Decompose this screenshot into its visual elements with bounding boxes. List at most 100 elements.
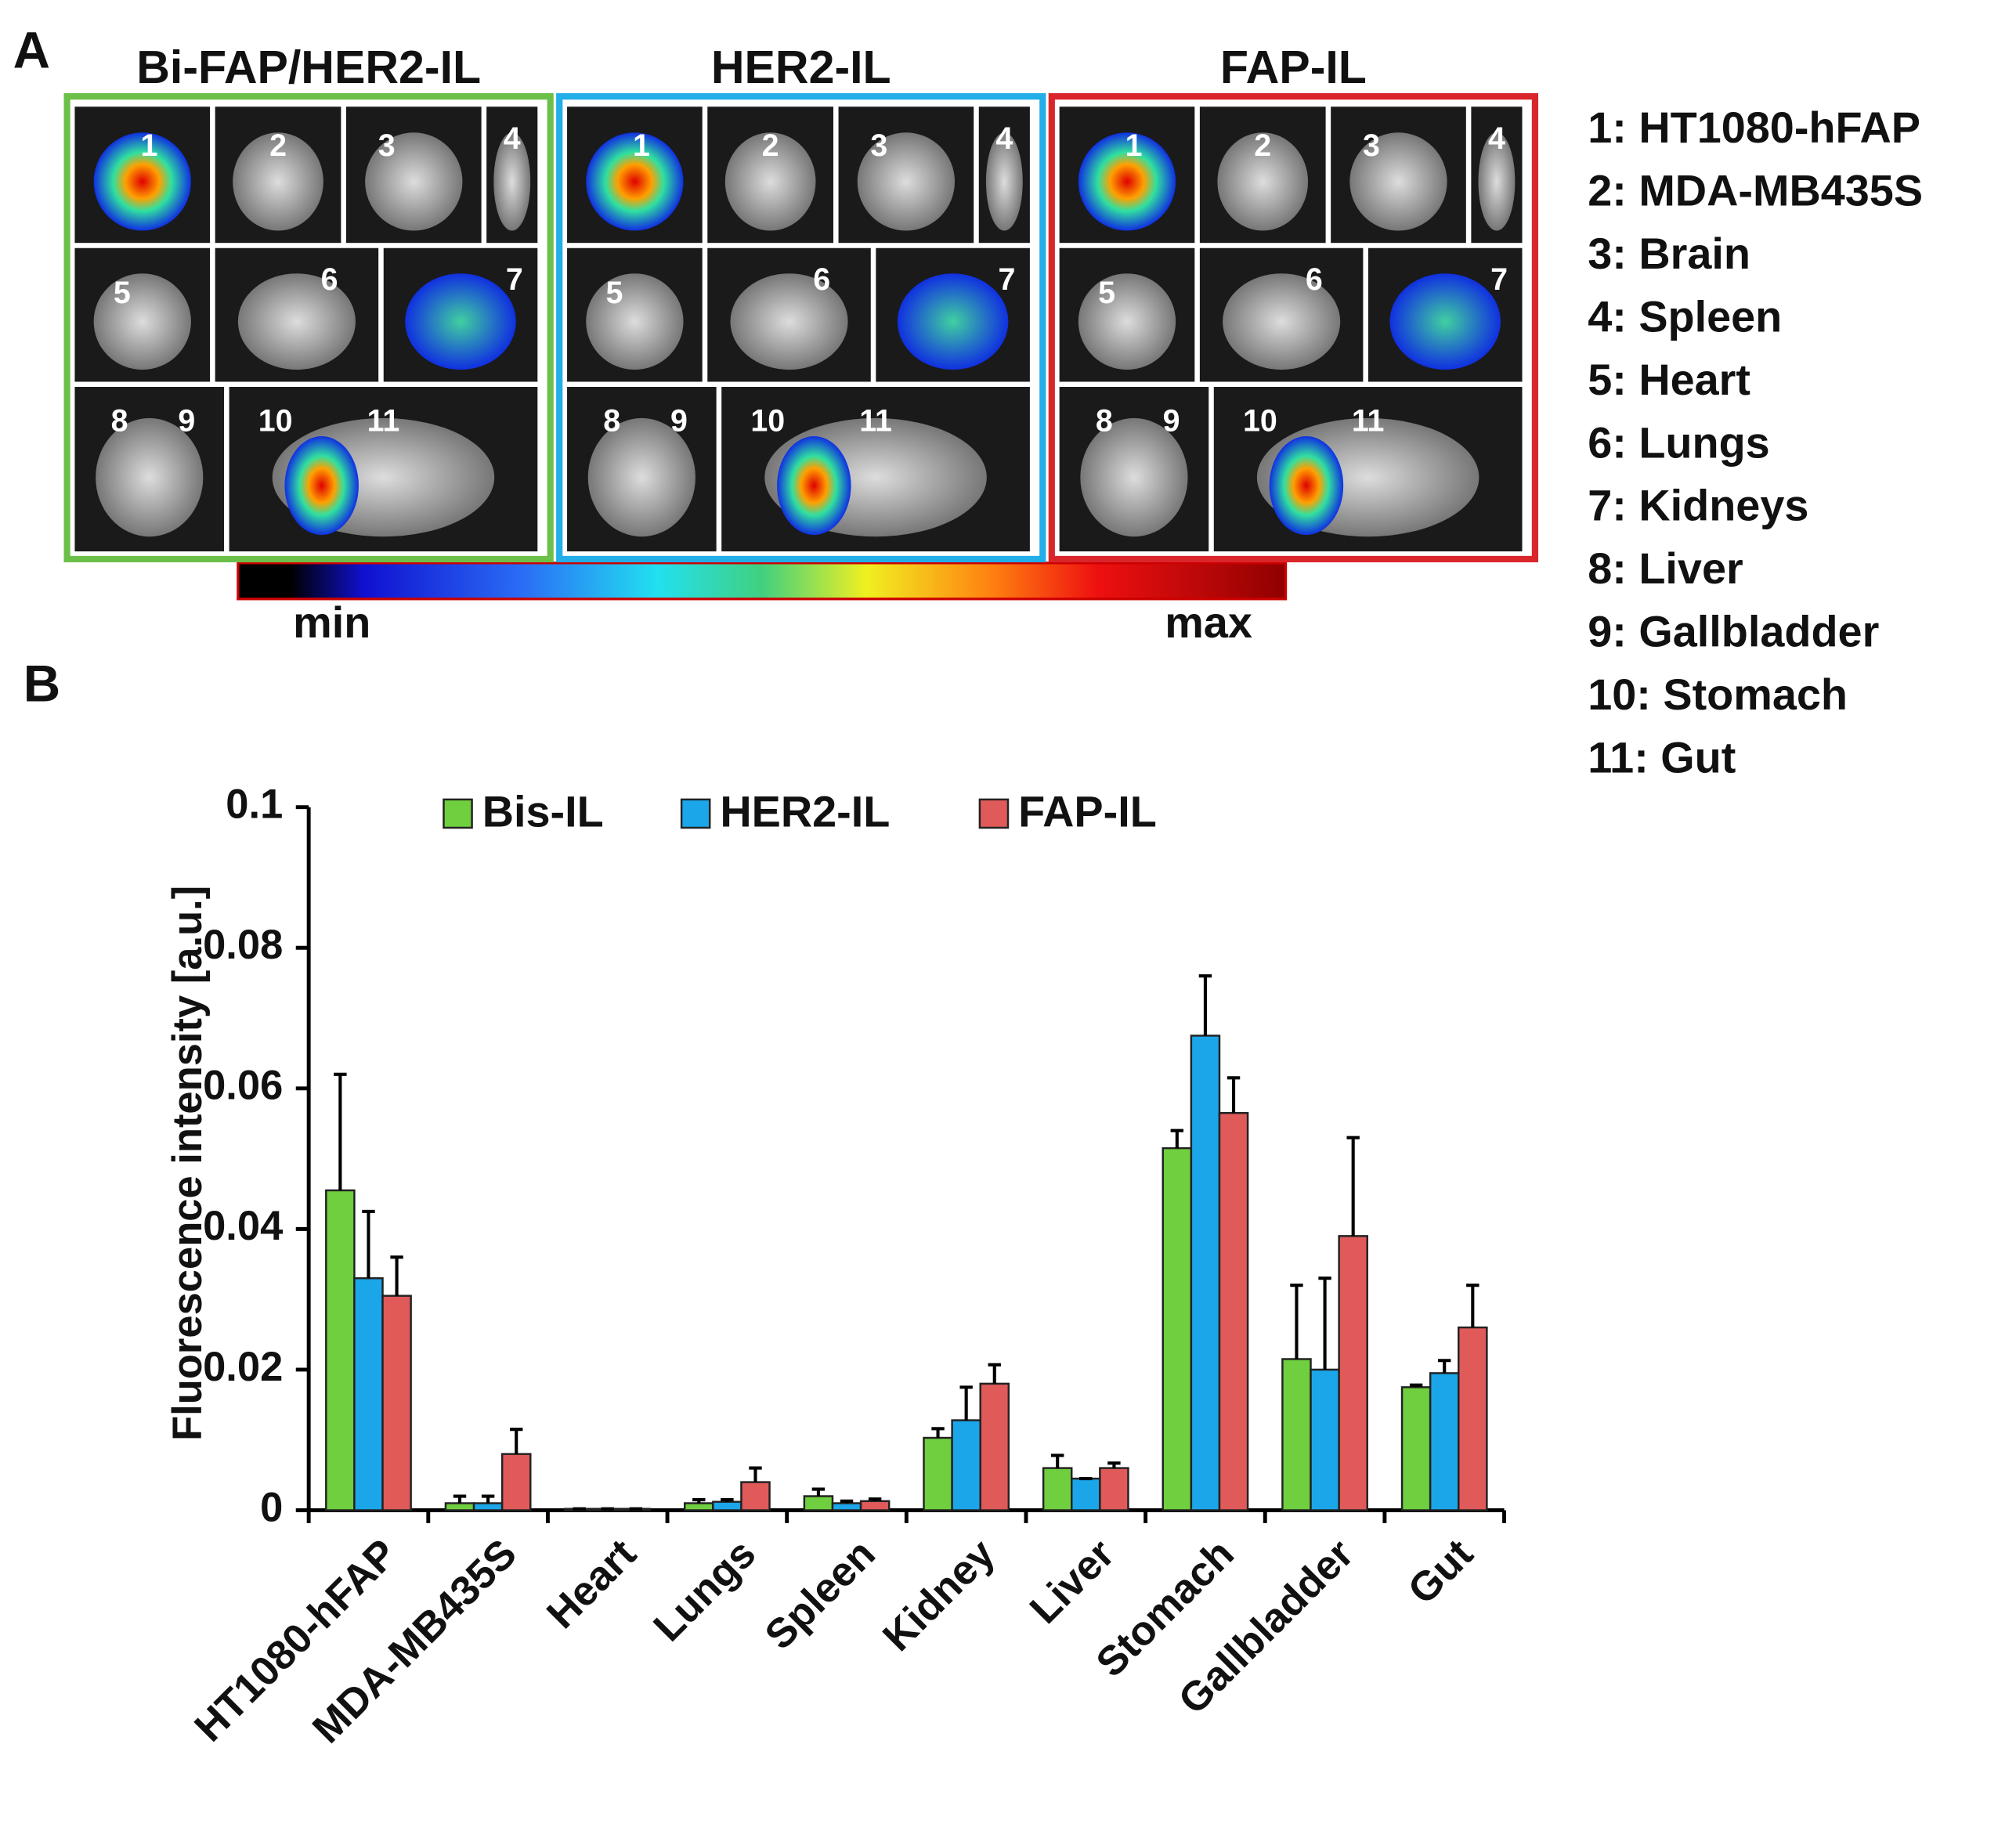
error-bar [481, 1494, 495, 1504]
organ-number: 1 [633, 128, 650, 163]
colorbar-max: max [1165, 598, 1252, 647]
organ-number: 4 [995, 121, 1013, 156]
organ [1478, 132, 1516, 231]
organ [1080, 417, 1188, 537]
y-tick-label: 0.04 [203, 1203, 283, 1249]
error-bar [840, 1499, 854, 1504]
error-bar [811, 1487, 826, 1497]
bar [803, 1495, 834, 1511]
error-bar [959, 1385, 973, 1421]
organ-number: 6 [321, 262, 338, 297]
key-entry: 3: Brain [1588, 229, 1750, 278]
key-entry: 7: Kidneys [1588, 481, 1808, 530]
error-bar [334, 1072, 347, 1190]
bar [1042, 1467, 1073, 1511]
error-bar [1346, 1136, 1360, 1237]
bar [1281, 1358, 1312, 1511]
organ-number: 10 [258, 404, 293, 439]
organ [1223, 273, 1341, 370]
x-tick-label: Spleen [756, 1530, 883, 1658]
x-tick-label: Liver [1021, 1530, 1123, 1632]
error-bar [988, 1363, 1001, 1384]
key-entry: 9: Gallbladder [1588, 607, 1879, 656]
organ-number: 6 [1306, 262, 1323, 297]
organ [93, 132, 191, 231]
key-entry: 5: Heart [1588, 355, 1750, 404]
organ-number: 5 [1098, 276, 1115, 310]
organ [1349, 132, 1447, 231]
key-entry: 6: Lungs [1588, 417, 1769, 467]
bar [740, 1481, 771, 1511]
legend-label: Bis-IL [482, 786, 604, 836]
organ-number: 2 [762, 128, 779, 163]
organ [587, 417, 695, 537]
error-bar [692, 1497, 706, 1504]
bar [859, 1500, 891, 1511]
bar [472, 1502, 504, 1511]
organ-number: 5 [606, 276, 623, 310]
organ [586, 273, 684, 370]
organ-number: 10 [1243, 404, 1277, 439]
bar [1338, 1235, 1368, 1511]
error-bar [868, 1497, 882, 1501]
bar [1099, 1467, 1129, 1511]
error-bar [390, 1255, 403, 1296]
panel-label: B [23, 655, 60, 712]
bar [1162, 1146, 1193, 1511]
x-tick-label: Kidney [874, 1530, 1004, 1660]
organ-number: 5 [114, 276, 131, 310]
bar [683, 1502, 714, 1511]
organ-number: 9 [178, 404, 195, 439]
error-bar [1290, 1284, 1303, 1360]
bar [500, 1453, 532, 1511]
error-bar [1050, 1453, 1064, 1468]
y-tick-label: 0 [260, 1484, 283, 1530]
colorbar-min: min [293, 598, 370, 647]
error-bar [1409, 1383, 1423, 1388]
colorbar [237, 562, 1288, 601]
x-tick-label: Heart [538, 1530, 645, 1638]
key-entry: 2: MDA-MB435S [1588, 166, 1923, 215]
key-entry: 11: Gut [1588, 732, 1736, 782]
organ-number: 1 [140, 128, 157, 163]
error-bar [510, 1428, 523, 1454]
legend-label: FAP-IL [1018, 786, 1157, 836]
organ-number: 4 [1488, 121, 1505, 156]
organ-number: 2 [269, 128, 287, 163]
bar [325, 1189, 356, 1511]
organ-number: 11 [1352, 404, 1385, 439]
bar [353, 1276, 384, 1511]
legend-label: HER2-IL [720, 786, 890, 836]
error-bar [721, 1497, 734, 1502]
error-bar [1466, 1284, 1479, 1328]
organ-number: 11 [367, 404, 400, 439]
y-tick-label: 0.08 [203, 922, 283, 968]
error-bar [1107, 1461, 1121, 1468]
organ [237, 273, 356, 370]
bar [381, 1295, 412, 1511]
organ-number: 9 [1163, 404, 1180, 439]
organ [730, 273, 848, 370]
organ-number: 3 [378, 128, 396, 163]
organ [96, 417, 204, 537]
organ-number: 3 [1363, 128, 1380, 163]
organ [493, 132, 531, 231]
organ [1389, 273, 1501, 370]
organ [897, 273, 1009, 370]
bar [1400, 1386, 1432, 1511]
organ [1217, 132, 1309, 231]
error-bar [1198, 974, 1212, 1036]
error-bar [453, 1494, 467, 1504]
key-entry: 10: Stomach [1588, 670, 1848, 719]
panel-label: A [13, 21, 50, 78]
organ-number: 6 [813, 262, 830, 297]
organ-signal [284, 436, 359, 536]
key-entry: 4: Spleen [1588, 291, 1782, 341]
bar [1458, 1326, 1488, 1511]
y-axis-label: Fluorescence intensity [a.u.] [164, 886, 211, 1441]
y-tick-label: 0.1 [226, 782, 283, 828]
organ-number: 7 [1490, 262, 1508, 297]
legend-swatch [978, 798, 1010, 829]
bar [923, 1436, 953, 1511]
organ [1078, 132, 1176, 231]
